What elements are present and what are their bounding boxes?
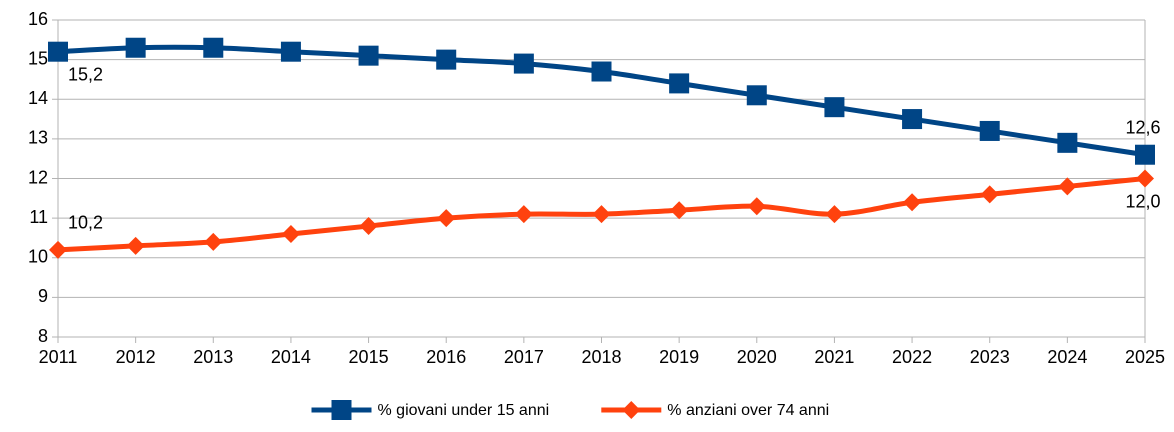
y-tick-label: 9 (38, 286, 48, 306)
marker (747, 197, 766, 216)
marker (1057, 132, 1078, 153)
y-tick-label: 8 (38, 326, 48, 346)
x-tick-label: 2022 (892, 347, 932, 367)
marker (203, 37, 224, 58)
x-tick-label: 2019 (659, 347, 699, 367)
x-tick-label: 2013 (193, 347, 233, 367)
x-tick-label: 2012 (116, 347, 156, 367)
y-tick-label: 10 (28, 247, 48, 267)
marker (359, 217, 378, 236)
marker (331, 400, 352, 420)
x-tick-label: 2017 (504, 347, 544, 367)
data-label: 12,6 (1125, 117, 1160, 137)
marker (1135, 144, 1155, 165)
marker (746, 85, 767, 106)
marker (48, 41, 68, 62)
x-tick-label: 2025 (1125, 347, 1165, 367)
data-label: 10,2 (68, 213, 103, 233)
data-label: 12,0 (1125, 191, 1160, 211)
marker (125, 37, 146, 58)
marker (514, 205, 533, 224)
marker (126, 236, 145, 255)
x-tick-label: 2023 (970, 347, 1010, 367)
x-tick-label: 2014 (271, 347, 311, 367)
marker (824, 97, 845, 118)
marker (436, 49, 457, 70)
marker (622, 401, 641, 419)
x-tick-label: 2018 (581, 347, 621, 367)
x-tick-label: 2011 (39, 347, 78, 367)
y-tick-label: 14 (28, 88, 48, 108)
marker (903, 193, 922, 212)
data-label: 15,2 (68, 64, 103, 84)
x-tick-label: 2021 (814, 347, 854, 367)
marker (358, 45, 379, 66)
marker (1058, 177, 1077, 196)
marker (1136, 169, 1154, 188)
marker (49, 240, 67, 259)
y-tick-label: 11 (29, 207, 48, 227)
marker (592, 205, 611, 224)
marker (825, 205, 844, 224)
marker (280, 41, 301, 62)
marker (670, 201, 689, 220)
marker (902, 109, 923, 130)
y-tick-label: 16 (28, 9, 48, 29)
x-tick-label: 2024 (1047, 347, 1087, 367)
y-tick-label: 12 (28, 167, 48, 187)
x-tick-label: 2020 (737, 347, 777, 367)
y-tick-label: 13 (28, 128, 48, 148)
legend-label: % giovani under 15 anni (378, 402, 550, 419)
legend-label: % anziani over 74 anni (667, 402, 829, 419)
marker (591, 61, 612, 82)
marker (204, 232, 223, 251)
y-tick-label: 15 (28, 48, 48, 68)
marker (980, 185, 999, 204)
marker (281, 224, 300, 243)
x-tick-label: 2016 (426, 347, 466, 367)
marker (669, 73, 690, 94)
x-tick-label: 2015 (349, 347, 389, 367)
marker (437, 209, 456, 228)
marker (513, 53, 534, 74)
marker (979, 120, 1000, 141)
legend: % giovani under 15 anni % anziani over 74… (311, 400, 829, 420)
